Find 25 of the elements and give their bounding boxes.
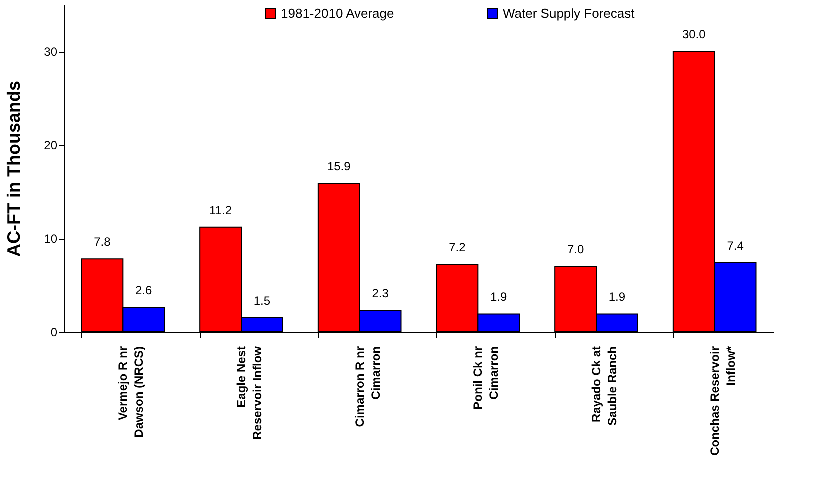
data-label: 2.6 (136, 284, 153, 298)
data-label: 7.8 (94, 235, 112, 250)
data-label: 1.9 (490, 290, 508, 304)
legend-label: Water Supply Forecast (503, 6, 636, 21)
x-tick-label: Rayado Ck at Sauble Ranch (590, 346, 620, 426)
data-label: 2.3 (372, 286, 390, 301)
y-tick-label: 10 (44, 232, 58, 246)
data-label: 1.5 (254, 294, 271, 308)
y-tick-label: 0 (50, 326, 58, 340)
data-label: 11.2 (210, 203, 232, 218)
data-label: 7.2 (449, 240, 466, 255)
y-axis-title: AC-FT in Thousands (4, 81, 24, 257)
y-tick-label: 30 (44, 45, 58, 60)
data-label: 1.9 (608, 290, 626, 304)
legend-label: 1981-2010 Average (281, 6, 394, 21)
data-label: 30.0 (682, 28, 706, 42)
x-tick-label: Conchas Reservoir Inflow* (708, 346, 738, 456)
x-tick-label: Eagle Nest Reservoir Inflow (234, 346, 264, 440)
data-label: 15.9 (327, 159, 352, 174)
data-label: 7.4 (727, 238, 744, 253)
x-tick-label: Ponil Ck nr Cimarron (471, 346, 502, 410)
x-tick-label: Cimarron R nr Cimarron (352, 346, 383, 428)
y-tick-label: 20 (44, 138, 58, 153)
x-tick-label: Vermejo R nr Dawson (NRCS) (116, 346, 146, 438)
data-label: 7.0 (567, 242, 584, 257)
